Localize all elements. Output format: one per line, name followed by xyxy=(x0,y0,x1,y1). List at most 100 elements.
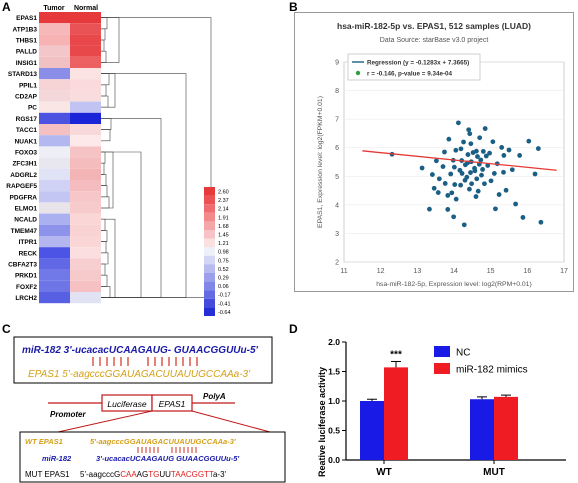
heatmap-cell-normal xyxy=(70,280,101,292)
gene-label: RECK xyxy=(19,250,38,257)
scatter-point xyxy=(449,190,455,196)
heatmap-cell-tumor xyxy=(39,124,70,136)
legend-swatch xyxy=(204,298,215,308)
y-tick-label: 5 xyxy=(335,174,339,181)
scatter-point xyxy=(452,182,458,187)
legend-swatch xyxy=(204,281,215,291)
heatmap-cell-tumor xyxy=(39,292,70,304)
scatter-point xyxy=(435,190,441,195)
legend-value: 2.14 xyxy=(218,207,229,213)
polya-label: PolyA xyxy=(203,392,226,401)
scatter-point xyxy=(491,171,497,176)
scatter-point xyxy=(499,145,505,150)
y-tick-label: 7 xyxy=(335,117,339,124)
heatmap-cell-tumor xyxy=(39,68,70,80)
gene-label: LRCH2 xyxy=(15,295,37,302)
y-tick-label: 2 xyxy=(335,260,339,267)
y-tick-label: 3 xyxy=(335,231,339,238)
dendrogram-branch xyxy=(101,151,114,209)
dendrogram-branch xyxy=(101,50,107,63)
scatter-point xyxy=(479,172,484,178)
scatter-point xyxy=(475,154,480,159)
gene-label: CD2AP xyxy=(15,93,38,100)
x-tick-label: 11 xyxy=(340,268,347,275)
pairing-lines xyxy=(92,357,198,366)
column-label-normal: Normal xyxy=(74,5,98,12)
legend-value: -0.41 xyxy=(218,301,231,307)
heatmap-cell-tumor xyxy=(39,247,70,259)
scatter-point xyxy=(465,152,471,157)
mir-sequence: 3'-ucacacUCAAGAUG GUAACGGUUu-5' xyxy=(96,454,239,463)
mut-seq-part: a-3' xyxy=(213,470,227,479)
x-tick-label: 13 xyxy=(413,268,421,275)
scatter-point xyxy=(490,139,496,145)
mut-seq-part: TAACGGTT xyxy=(171,470,214,479)
heatmap-cell-normal xyxy=(70,68,101,80)
bar-y-tick-label: 0.0 xyxy=(328,455,340,465)
scatter-point xyxy=(453,147,459,153)
heatmap-cell-tumor xyxy=(39,213,70,225)
legend-swatch xyxy=(204,255,215,265)
gene-label: PALLD xyxy=(16,49,37,56)
scatter-point xyxy=(496,192,502,197)
epas1-sequence: EPAS1 5'-aagcccGGAUAGACUUAUUGCCAAa-3' xyxy=(28,369,251,380)
bar xyxy=(494,396,518,460)
heatmap-cell-tumor xyxy=(39,34,70,46)
scatter-point xyxy=(466,127,472,133)
heatmap-cell-normal xyxy=(70,258,101,270)
y-tick-label: 6 xyxy=(335,145,339,152)
dendrogram-branch xyxy=(101,28,106,41)
scatter-point xyxy=(456,120,461,126)
scatter-point xyxy=(451,164,457,170)
legend-swatch xyxy=(204,247,215,256)
significance-marker: *** xyxy=(390,349,402,360)
panel-d-letter: D xyxy=(289,322,298,336)
heatmap-cell-normal xyxy=(70,23,101,35)
heatmap-cell-tumor xyxy=(39,236,70,248)
dendrogram-branch xyxy=(101,73,110,86)
heatmap-cell-normal xyxy=(70,34,101,46)
scatter-point xyxy=(464,174,470,180)
scatter-point xyxy=(478,157,484,163)
legend-swatch xyxy=(204,212,215,222)
epas1-insert-label: EPAS1 xyxy=(159,399,186,409)
heatmap-cell-tumor xyxy=(39,101,70,113)
scatter-point xyxy=(487,150,492,156)
scatter-title: hsa-miR-182-5p vs. EPAS1, 512 samples (L… xyxy=(337,21,531,31)
legend-stat-swatch xyxy=(355,70,361,76)
heatmap-cell-normal xyxy=(70,124,101,136)
scatter-point xyxy=(526,138,532,144)
dendrogram-branch xyxy=(101,95,109,108)
scatter-point xyxy=(431,185,437,191)
legend-stat-text: r = -0.146, p-value = 9.34e-04 xyxy=(367,71,453,78)
scatter-ylabel: EPAS1, Expression level: log2(FPKM+0.01) xyxy=(317,96,324,228)
legend-swatch xyxy=(204,221,215,230)
gene-label: NUAK1 xyxy=(15,138,38,145)
heatmap-cell-tumor xyxy=(39,146,70,158)
wt-sequence: 5'-aagcccGGAUAGACUUAUUGCCAAa-3' xyxy=(90,437,236,446)
dendrogram-branch xyxy=(101,151,106,164)
legend-value: 0.98 xyxy=(218,250,229,256)
y-tick-label: 9 xyxy=(335,60,339,67)
scatter-point xyxy=(461,139,466,145)
heatmap-cell-tumor xyxy=(39,79,70,91)
wt-label: WT EPAS1 xyxy=(25,437,63,446)
heatmap-cell-tumor xyxy=(39,135,70,147)
scatter-point xyxy=(520,215,526,220)
dendrogram-branch xyxy=(101,162,105,175)
gene-label: ADGRL2 xyxy=(10,172,37,179)
heatmap-cell-tumor xyxy=(39,168,70,180)
legend-value: 1.21 xyxy=(218,241,229,247)
mut-seq-part: TG xyxy=(148,470,159,479)
gene-label: PRKD1 xyxy=(15,273,37,280)
panel-b-scatter: hsa-miR-182-5p vs. EPAS1, 512 samples (L… xyxy=(294,12,574,292)
scatter-point xyxy=(440,164,446,169)
scatter-point xyxy=(535,146,541,151)
legend-swatch xyxy=(204,195,215,205)
bar-legend-label: miR-182 mimics xyxy=(456,365,528,376)
legend-value: 1.68 xyxy=(218,224,229,230)
luciferase-label: Luciferase xyxy=(107,399,146,409)
scatter-point xyxy=(461,222,467,228)
heatmap-cell-normal xyxy=(70,236,101,248)
gene-label: TACC1 xyxy=(16,127,38,134)
